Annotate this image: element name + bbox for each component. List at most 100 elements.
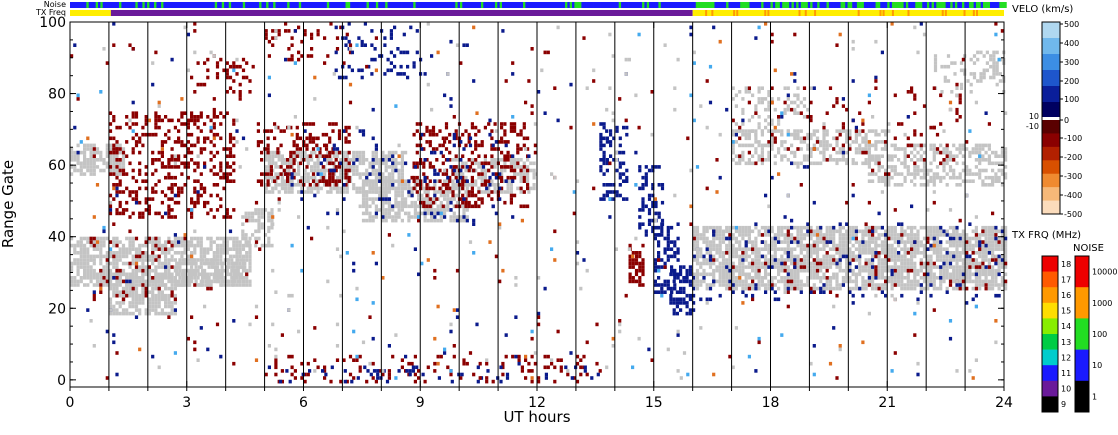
- scatter-cell-gray: [247, 218, 251, 223]
- scatter-cell-darkred: [451, 172, 455, 176]
- scatter-cell-gray: [906, 247, 910, 251]
- scatter-cell-gray: [277, 165, 281, 169]
- scatter-cell-gray: [838, 229, 842, 234]
- scatter-cell-darkred: [199, 183, 203, 187]
- scatter-cell-gray: [838, 247, 842, 251]
- scatter-cell-darkred: [128, 215, 132, 219]
- scatter-cell-gray: [796, 258, 800, 262]
- scatter-cell-darkred: [290, 54, 294, 58]
- scatter-cell-gray: [812, 129, 816, 133]
- scatter-cell-gray: [867, 261, 871, 266]
- scatter-cell-gray: [935, 265, 940, 269]
- scatter-cell-gray: [105, 283, 109, 287]
- scatter-cell-gray: [280, 161, 284, 166]
- scatter-cell-gray: [290, 161, 294, 166]
- scatter-cell-darkred: [470, 125, 474, 130]
- scatter-cell-gray: [407, 183, 411, 187]
- scatter-cell-gray: [976, 57, 980, 62]
- scatter-cell-gray: [384, 161, 388, 166]
- scatter-cell-gray: [233, 276, 237, 280]
- scatter-cell-gray: [858, 243, 862, 248]
- noise-bar-segment: [105, 2, 108, 8]
- scatter-cell-gray: [806, 265, 810, 269]
- scatter-cell-gray: [867, 147, 871, 151]
- scatter-cell-gray: [942, 272, 946, 277]
- scatter-cell-gray: [115, 272, 119, 277]
- scatter-cell-darkred: [292, 158, 296, 162]
- scatter-cell-gray: [929, 236, 933, 241]
- scatter-cell-gray: [271, 158, 275, 162]
- scatter-cell-gray: [426, 218, 430, 223]
- scatter-cell-gray: [796, 104, 800, 108]
- scatter-cell-gray: [79, 240, 83, 244]
- scatter-cell-gray: [854, 225, 858, 230]
- scatter-cell-gray: [449, 218, 453, 223]
- scatter-cell-darkred: [199, 111, 203, 115]
- scatter-cell-darkred: [99, 268, 103, 273]
- scatter-cell-gray: [825, 279, 829, 284]
- scatter-cell-gray: [887, 179, 891, 183]
- scatter-cell-gray: [991, 286, 995, 291]
- scatter-cell-darkred: [193, 204, 197, 209]
- noise-bar-segment: [929, 2, 933, 8]
- scatter-cell-gray: [384, 186, 388, 191]
- scatter-cell-gray: [913, 268, 917, 273]
- scatter-cell-gray: [368, 190, 372, 194]
- scatter-cell-darkred: [170, 154, 174, 158]
- scatter-cell-gray: [767, 107, 771, 112]
- scatter-cell-gray: [952, 172, 956, 176]
- scatter-cell-darkred: [266, 147, 270, 151]
- scatter-cell-gray: [734, 279, 738, 284]
- scatter-cell-gray: [767, 279, 771, 284]
- scatter-cell-gray: [718, 233, 722, 237]
- scatter-cell-darkred: [160, 140, 164, 144]
- scatter-cell-gray: [861, 286, 865, 291]
- scatter-cell-gray: [884, 258, 888, 262]
- scatter-cell-gray: [459, 179, 463, 183]
- scatter-cell-gray: [251, 215, 255, 219]
- noise-bar-segment: [212, 2, 216, 8]
- scatter-cell-gray: [935, 236, 940, 241]
- scatter-cell-gray: [932, 179, 936, 183]
- scatter-cell-darkred: [167, 215, 171, 219]
- noise-bar-segment: [480, 2, 484, 8]
- scatter-cell-gray: [144, 279, 148, 284]
- scatter-cell-gray: [290, 186, 294, 191]
- scatter-cell-gray: [443, 193, 447, 198]
- scatter-cell-darkred: [256, 129, 260, 133]
- scatter-cell-gray: [248, 258, 252, 262]
- scatter-cell-gray: [718, 247, 722, 251]
- scatter-cell-gray: [257, 236, 261, 241]
- scatter-cell-gray: [222, 247, 226, 251]
- scatter-cell-darkred: [128, 190, 132, 194]
- scatter-cell-darkred: [134, 122, 139, 126]
- scatter-cell-gray: [851, 225, 855, 230]
- scatter-cell-gray: [361, 211, 366, 216]
- scatter-cell-gray: [757, 247, 761, 251]
- scatter-cell-gray: [812, 233, 816, 237]
- scatter-cell-gray: [929, 147, 933, 151]
- scatter-cell-darkred: [108, 240, 113, 244]
- noise-bar-segment: [737, 2, 741, 8]
- scatter-cell-gray: [751, 143, 755, 148]
- scatter-cell-darkred: [131, 286, 135, 291]
- scatter-cell-gray: [462, 208, 466, 212]
- scatter-cell-gray: [118, 247, 122, 251]
- scatter-cell-gray: [293, 183, 297, 187]
- noise-bar-segment: [576, 2, 580, 8]
- scatter-cell-darkred: [279, 143, 283, 148]
- scatter-cell-gray: [417, 197, 421, 201]
- scatter-cell-darkred: [480, 197, 484, 201]
- scatter-cell-gray: [154, 254, 158, 259]
- scatter-cell-gray: [222, 236, 226, 241]
- noise-bar-segment: [854, 2, 858, 8]
- scatter-cell-gray: [757, 272, 761, 277]
- scatter-cell-gray: [959, 61, 964, 65]
- scatter-cell-gray: [400, 208, 404, 212]
- scatter-cell-gray: [115, 261, 119, 266]
- scatter-cell-gray: [400, 168, 404, 173]
- scatter-cell-gray: [203, 251, 207, 255]
- scatter-cell-gray: [994, 247, 998, 251]
- scatter-cell-gray: [913, 265, 917, 269]
- scatter-cell-darkred: [215, 132, 220, 137]
